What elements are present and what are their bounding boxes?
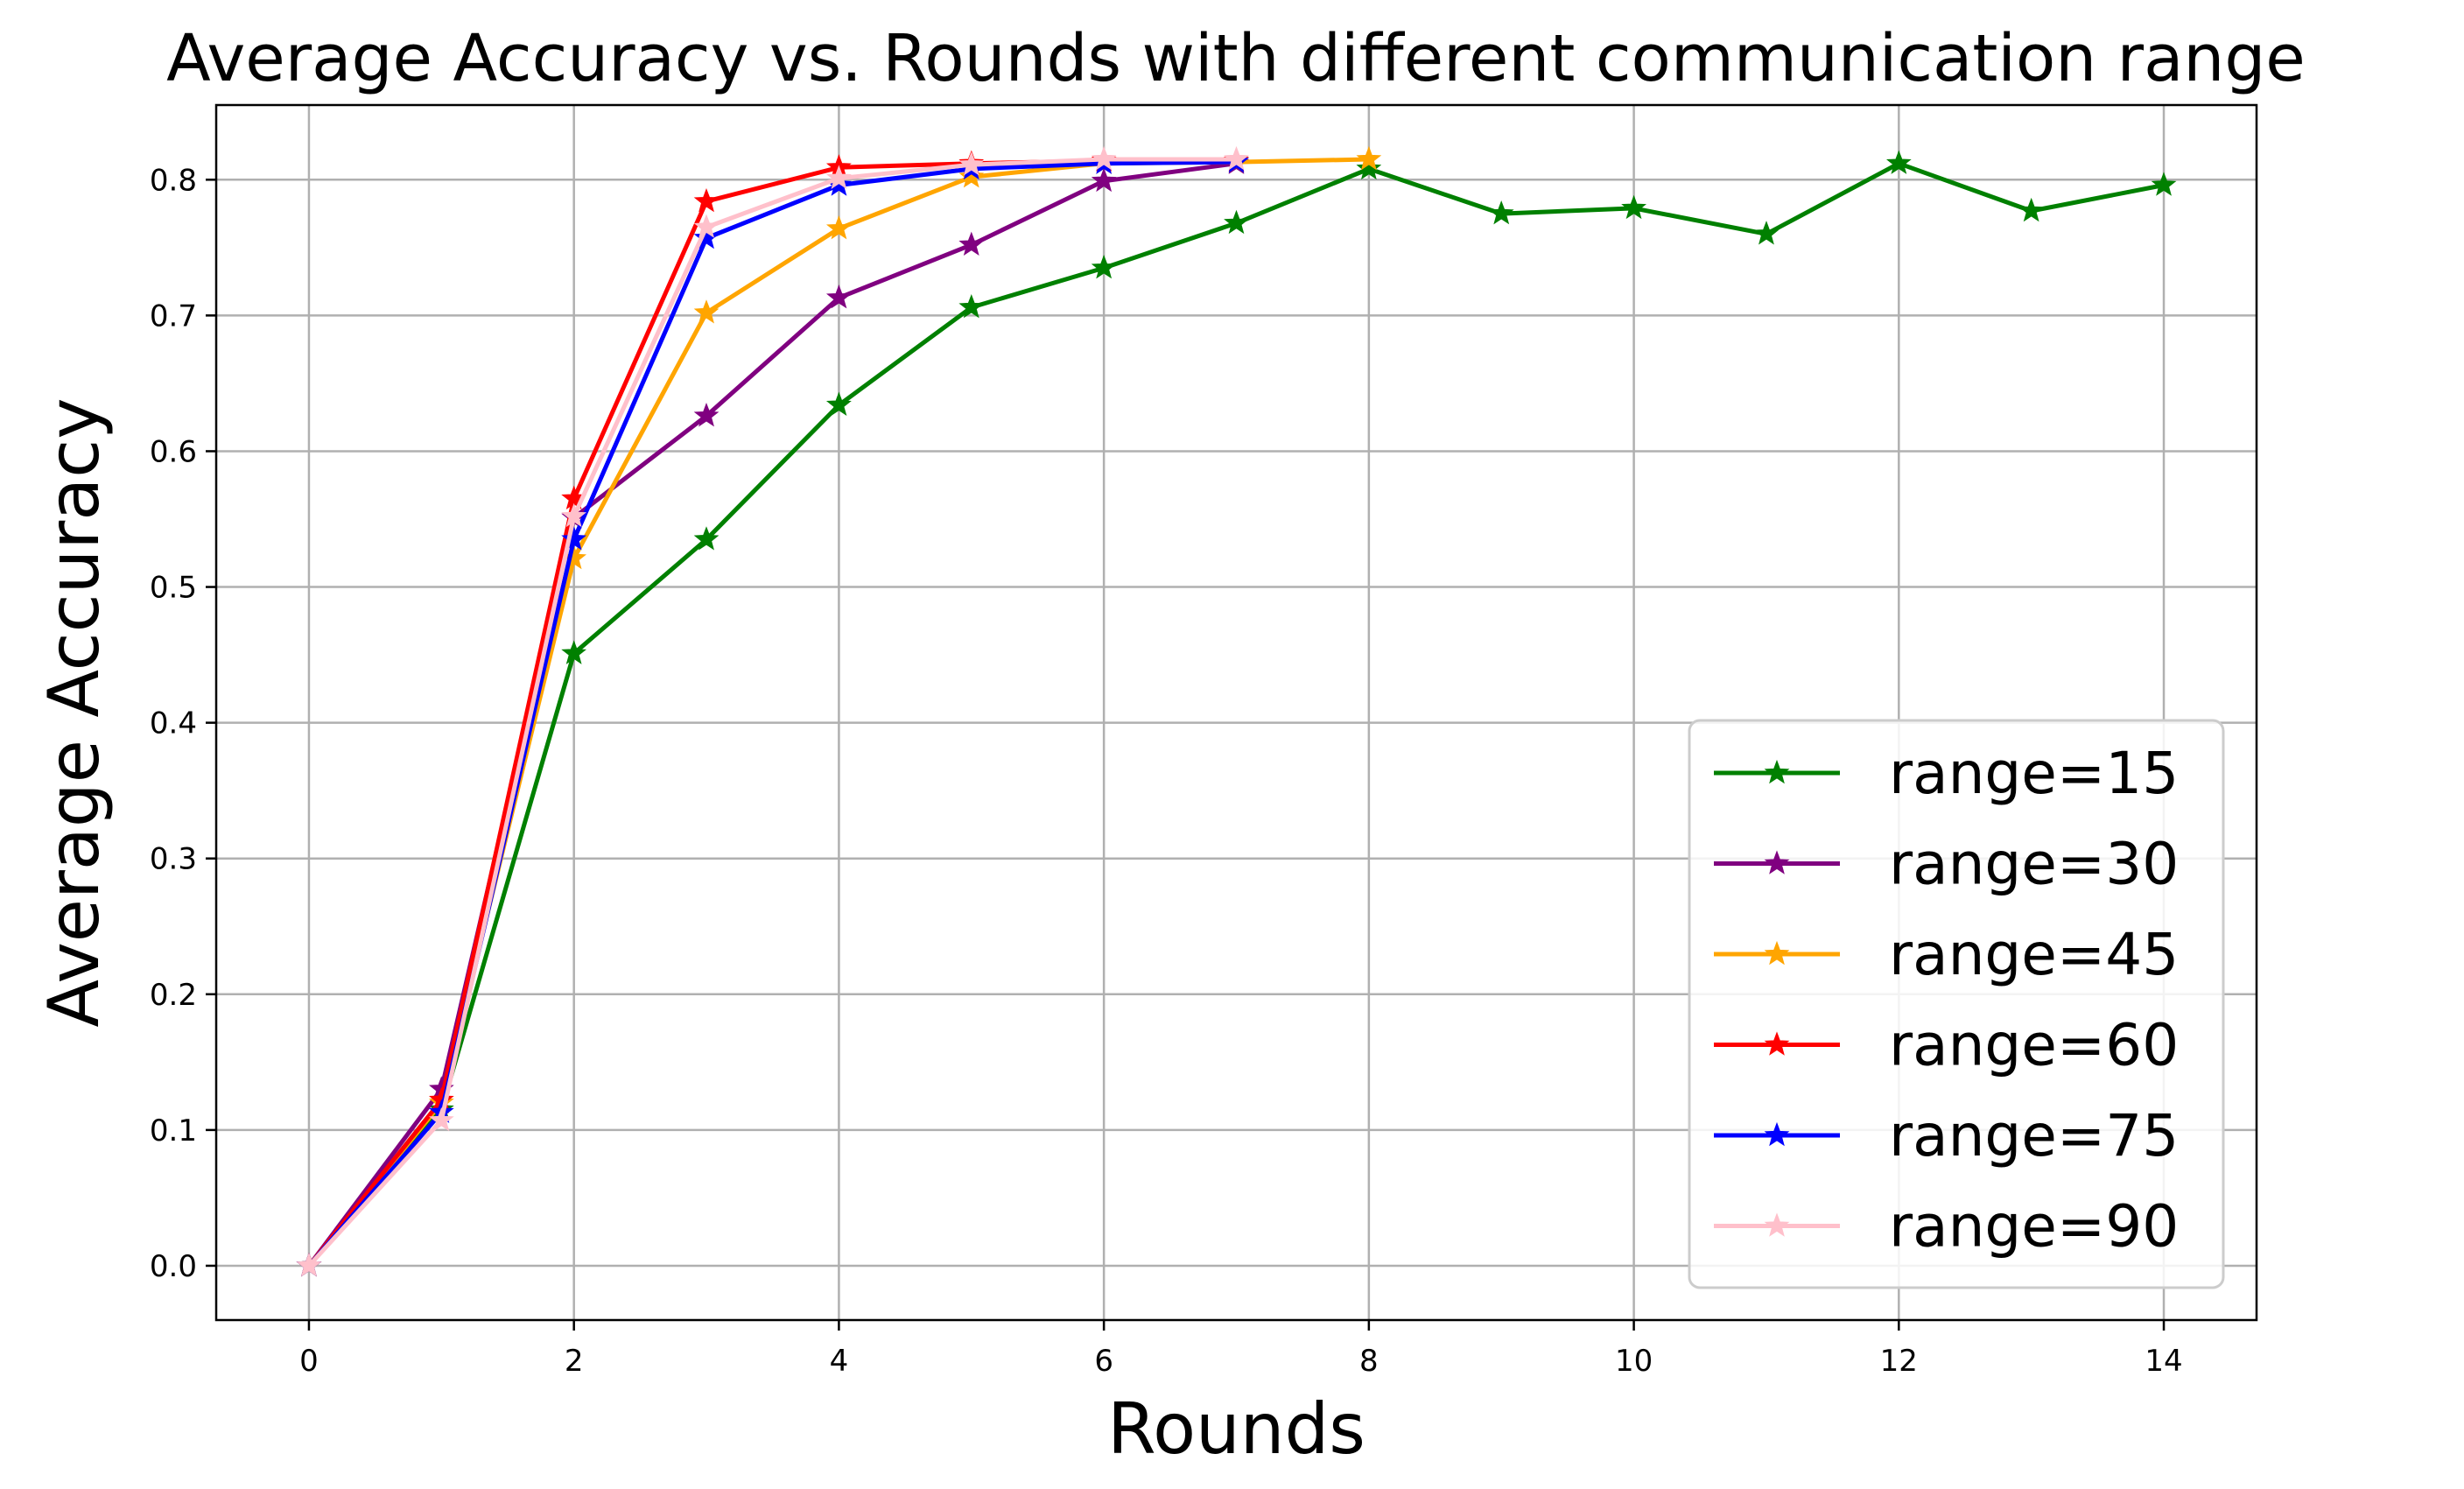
data-point	[693, 214, 720, 238]
series-range-90	[296, 145, 1249, 1277]
data-point	[693, 402, 720, 427]
y-axis-label: Average Accuracy	[33, 397, 115, 1027]
legend-item: range=60	[1714, 1012, 2179, 1079]
data-point	[825, 214, 852, 240]
data-point	[1356, 155, 1382, 180]
data-point	[561, 640, 587, 664]
data-point	[958, 151, 985, 176]
legend: range=15 range=30 range=45 range=60 range=75…	[1688, 719, 2225, 1289]
data-point	[825, 391, 852, 417]
legend-item: range=75	[1714, 1102, 2179, 1169]
legend-label: range=90	[1889, 1193, 2179, 1261]
legend-label: range=75	[1889, 1102, 2179, 1169]
data-point	[1224, 209, 1249, 235]
legend-item: range=30	[1714, 831, 2179, 898]
data-point	[693, 299, 720, 324]
data-point	[958, 293, 985, 319]
y-tick-label: 0.7	[150, 299, 197, 334]
data-point	[1356, 145, 1382, 171]
y-tick-label: 0.4	[150, 706, 197, 741]
data-point	[561, 526, 586, 551]
data-point	[2151, 172, 2177, 196]
data-point	[825, 284, 852, 309]
chart-title: Average Accuracy vs. Rounds with differe…	[166, 21, 2306, 96]
data-point	[693, 526, 720, 551]
legend-marker	[1764, 850, 1790, 874]
data-point	[693, 224, 720, 249]
legend-label: range=30	[1889, 831, 2179, 898]
data-point	[958, 164, 985, 188]
data-point	[1091, 145, 1117, 171]
data-point	[1621, 194, 1647, 220]
y-tick-label: 0.1	[150, 1113, 197, 1148]
legend-label: range=15	[1889, 740, 2179, 807]
data-point	[825, 165, 852, 190]
series-layer	[296, 145, 2177, 1277]
data-point	[693, 187, 720, 213]
y-tick-label: 0.6	[150, 434, 197, 469]
legend-item: range=45	[1714, 921, 2179, 988]
legend-marker	[1764, 759, 1790, 784]
x-axis-label: Rounds	[1107, 1388, 1365, 1470]
legend-item: range=15	[1714, 740, 2179, 807]
legend-item: range=90	[1714, 1193, 2179, 1261]
data-point	[1488, 200, 1514, 225]
plot-frame	[214, 103, 2258, 1322]
x-tick-label: 10	[1615, 1344, 1653, 1379]
ticks: 0 2 4 6 8 10 12 14 0.0 0.1 0.2 0.3 0.4 0.5 0.6 0.7 0.8	[150, 163, 2183, 1379]
y-tick-label: 0.2	[150, 978, 197, 1013]
y-tick-label: 0.3	[150, 842, 197, 877]
legend-marker	[1764, 1031, 1790, 1056]
data-point	[958, 231, 985, 256]
legend-label: range=45	[1889, 921, 2179, 988]
data-point	[1886, 150, 1912, 174]
legend-marker	[1764, 1121, 1790, 1147]
series-line	[306, 157, 1239, 1268]
y-tick-label: 0.0	[150, 1249, 197, 1284]
legend-marker	[1764, 940, 1790, 966]
x-tick-label: 12	[1880, 1344, 1918, 1379]
x-tick-label: 2	[565, 1344, 584, 1379]
data-point	[1224, 145, 1249, 171]
data-point	[2018, 197, 2044, 222]
x-tick-label: 0	[299, 1344, 319, 1379]
y-tick-label: 0.5	[150, 571, 197, 606]
x-tick-label: 8	[1359, 1344, 1379, 1379]
series-range-15	[296, 150, 2177, 1277]
legend-marker	[1764, 1212, 1790, 1237]
data-point	[561, 502, 587, 528]
data-point	[1753, 221, 1780, 245]
y-tick-label: 0.8	[150, 163, 197, 198]
legend-label: range=60	[1889, 1012, 2179, 1079]
x-tick-label: 6	[1094, 1344, 1113, 1379]
data-point	[1091, 167, 1117, 193]
data-point	[296, 1252, 322, 1277]
x-tick-label: 4	[830, 1344, 849, 1379]
data-point	[428, 1106, 454, 1132]
x-tick-label: 14	[2145, 1344, 2182, 1379]
data-point	[1091, 254, 1117, 279]
